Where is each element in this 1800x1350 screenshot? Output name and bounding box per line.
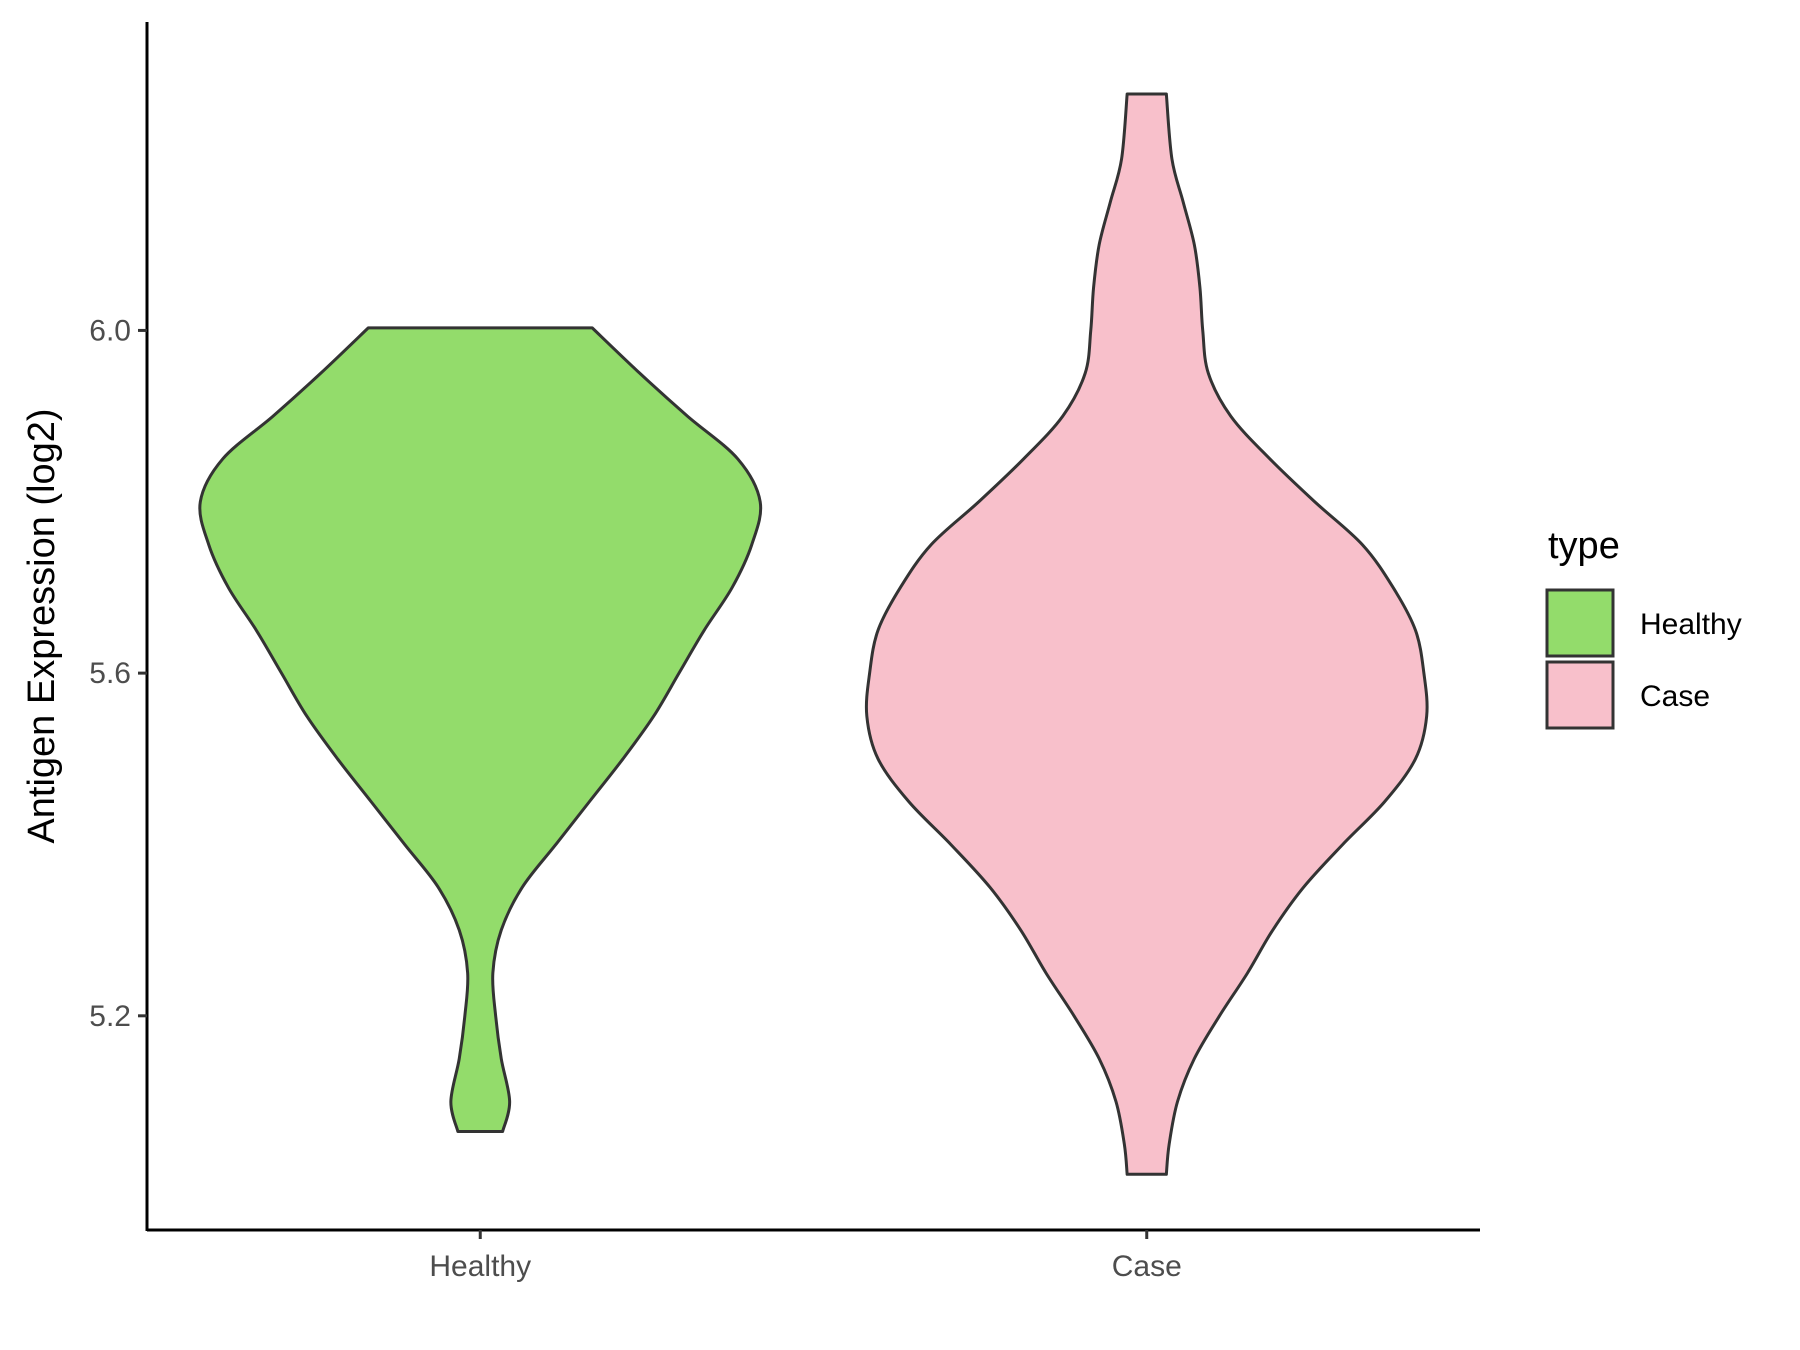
legend: Healthy Case xyxy=(1545,588,1742,730)
violin-case xyxy=(864,92,1429,1176)
x-tick-label: Case xyxy=(1112,1250,1182,1283)
legend-swatch-case xyxy=(1545,660,1615,730)
y-tick-label: 5.6 xyxy=(89,657,131,690)
y-axis-ticks: 5.2 5.6 6.0 xyxy=(89,314,147,1033)
violin-layer xyxy=(198,92,1429,1176)
x-axis-ticks: Healthy Case xyxy=(429,1230,1182,1283)
y-tick-label: 5.2 xyxy=(89,1000,131,1033)
y-tick-label: 6.0 xyxy=(89,314,131,347)
violin-healthy xyxy=(198,326,763,1133)
legend-label-case: Case xyxy=(1640,680,1710,713)
legend-label-healthy: Healthy xyxy=(1640,608,1742,641)
legend-title: type xyxy=(1548,525,1620,567)
legend-swatch-healthy xyxy=(1545,588,1615,658)
y-axis-title: Antigen Expression (log2) xyxy=(21,408,63,843)
x-tick-label: Healthy xyxy=(429,1250,531,1283)
